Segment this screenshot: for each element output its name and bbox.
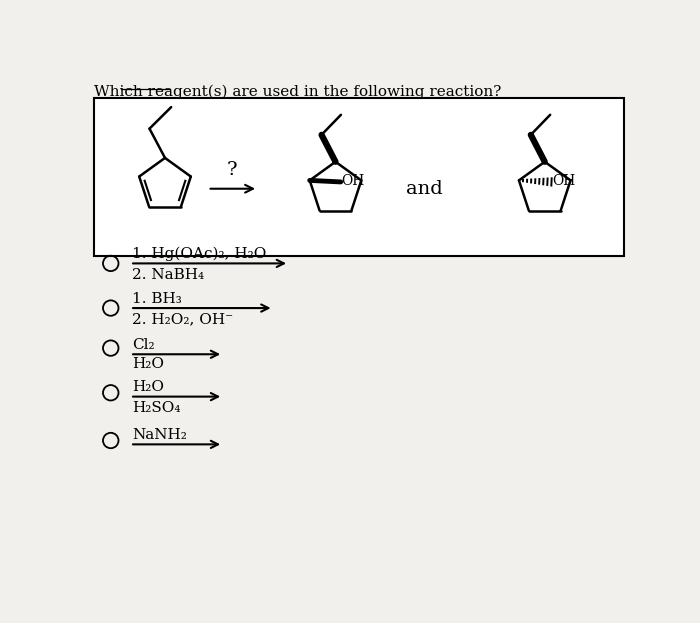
Text: Which reagent(s) are used in the following reaction?: Which reagent(s) are used in the followi… <box>94 85 501 99</box>
Text: Cl₂: Cl₂ <box>132 338 155 352</box>
Text: 2. H₂O₂, OH⁻: 2. H₂O₂, OH⁻ <box>132 313 234 326</box>
Text: 1. Hg(OAc)₂, H₂O: 1. Hg(OAc)₂, H₂O <box>132 247 267 262</box>
Text: H₂O: H₂O <box>132 379 164 394</box>
Text: NaNH₂: NaNH₂ <box>132 428 188 442</box>
Text: OH: OH <box>342 174 365 188</box>
Text: 1. BH₃: 1. BH₃ <box>132 292 182 306</box>
Text: ?: ? <box>227 161 238 179</box>
Text: H₂SO₄: H₂SO₄ <box>132 401 181 415</box>
Text: 2. NaBH₄: 2. NaBH₄ <box>132 268 204 282</box>
Text: H₂O: H₂O <box>132 357 164 371</box>
Bar <box>94 98 624 255</box>
Text: OH: OH <box>552 174 575 188</box>
Text: and: and <box>406 179 443 197</box>
